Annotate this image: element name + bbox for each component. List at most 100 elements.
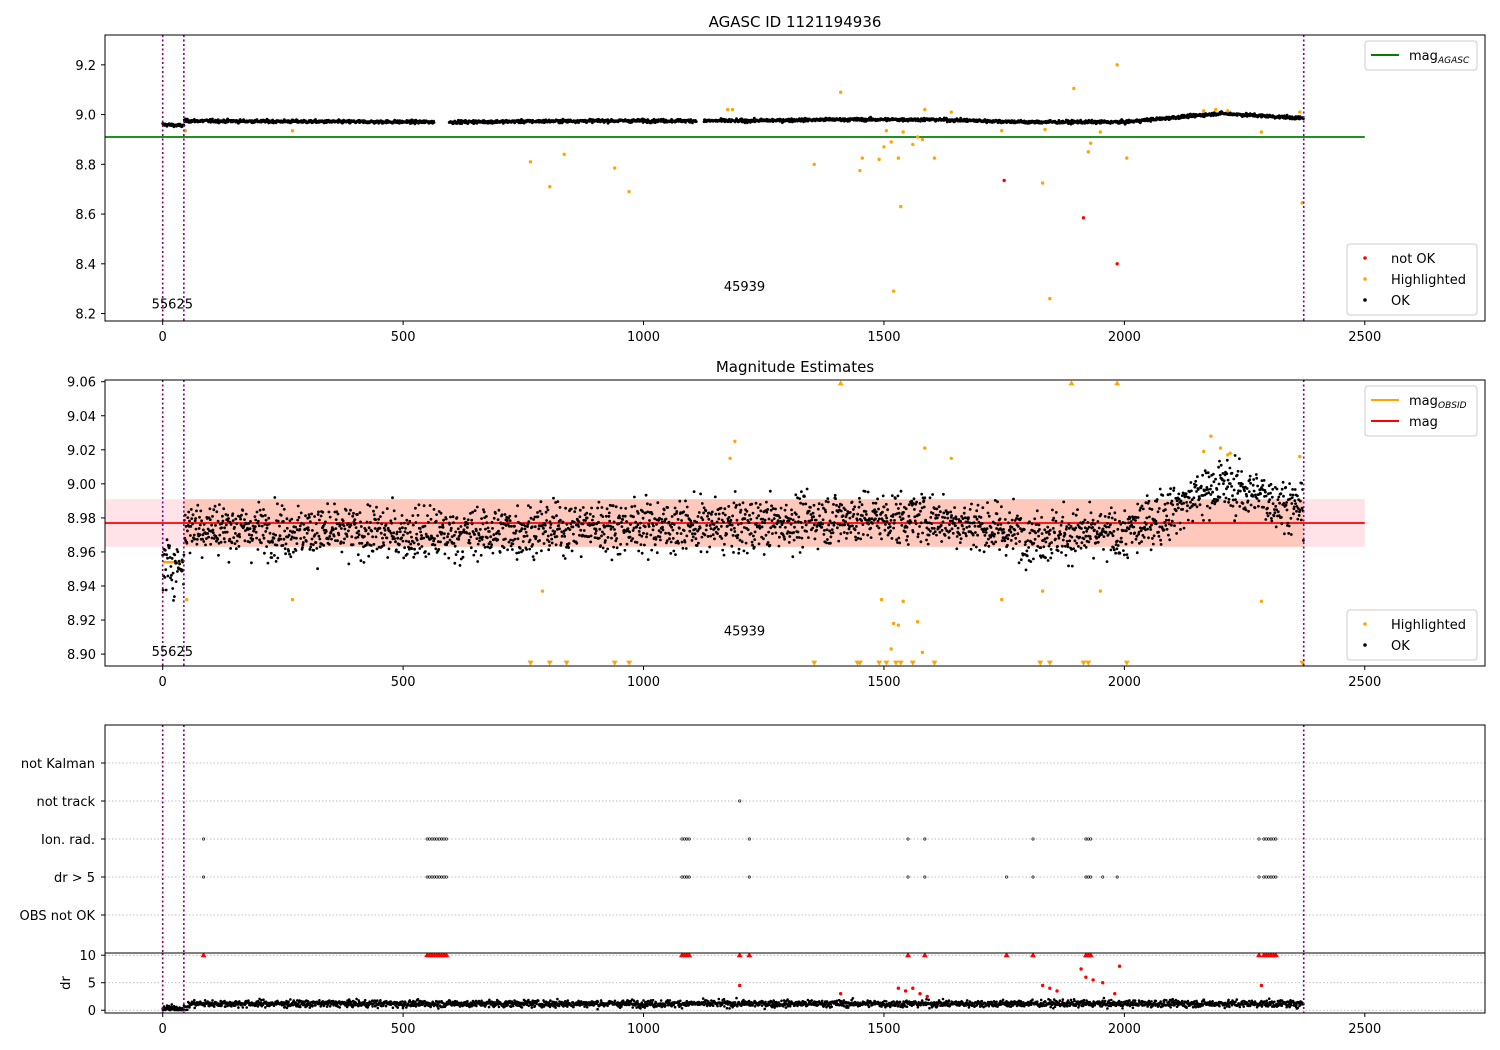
data-point xyxy=(473,509,477,512)
data-point xyxy=(223,526,227,530)
data-point xyxy=(307,513,311,516)
data-point xyxy=(328,535,332,538)
data-point xyxy=(1056,545,1059,548)
data-point xyxy=(757,514,760,518)
data-point xyxy=(1106,522,1109,525)
data-point xyxy=(477,533,481,537)
data-point xyxy=(906,543,910,546)
data-point xyxy=(876,519,880,523)
data-point xyxy=(782,519,786,523)
data-point xyxy=(668,532,672,536)
data-point xyxy=(517,551,521,554)
data-point xyxy=(790,513,794,516)
data-point xyxy=(752,116,756,120)
data-point xyxy=(262,536,266,540)
data-point xyxy=(744,541,748,545)
data-point xyxy=(946,516,950,520)
data-point xyxy=(601,515,605,518)
data-point xyxy=(972,543,976,547)
data-point xyxy=(1107,525,1111,529)
data-point xyxy=(733,526,736,530)
x-tick-label: 500 xyxy=(391,330,416,345)
data-point xyxy=(710,513,713,516)
data-point xyxy=(294,525,297,529)
data-point xyxy=(272,536,276,540)
data-point xyxy=(640,534,644,538)
data-point xyxy=(985,541,989,545)
data-point xyxy=(516,537,520,541)
x-tick-label: 1000 xyxy=(627,330,660,345)
data-point xyxy=(319,514,323,518)
data-point xyxy=(1087,525,1091,529)
data-point xyxy=(857,505,861,509)
data-point xyxy=(858,496,861,500)
data-point xyxy=(497,508,501,512)
data-point xyxy=(410,547,414,550)
data-point xyxy=(818,514,821,518)
data-point xyxy=(314,522,318,526)
data-point xyxy=(1076,508,1079,511)
data-point xyxy=(625,520,628,523)
data-point xyxy=(871,522,874,525)
data-point xyxy=(508,519,512,523)
data-point xyxy=(987,537,990,541)
data-point xyxy=(298,528,302,531)
data-point xyxy=(456,550,460,553)
data-point xyxy=(282,520,285,523)
data-point xyxy=(911,530,915,534)
data-point xyxy=(857,531,860,535)
data-point xyxy=(488,540,492,544)
data-point xyxy=(403,546,406,550)
data-point xyxy=(288,519,292,523)
data-point xyxy=(614,505,618,509)
data-point xyxy=(403,530,407,534)
data-point xyxy=(273,496,277,499)
data-point xyxy=(1066,545,1070,549)
data-point xyxy=(571,525,575,529)
data-point xyxy=(892,521,896,525)
data-point xyxy=(1131,515,1134,519)
data-point xyxy=(905,525,909,529)
data-point xyxy=(1072,86,1076,91)
data-point xyxy=(937,505,941,509)
data-point xyxy=(989,535,992,539)
data-point xyxy=(975,509,979,513)
data-point xyxy=(379,531,383,535)
data-point xyxy=(961,517,965,520)
data-point xyxy=(698,526,702,530)
data-point xyxy=(1035,509,1039,513)
data-point xyxy=(602,532,606,536)
data-point xyxy=(189,534,192,537)
data-point xyxy=(275,543,279,547)
data-point xyxy=(301,546,304,549)
data-point xyxy=(850,500,854,504)
data-point xyxy=(563,557,567,560)
data-point xyxy=(377,517,380,521)
data-point xyxy=(1028,520,1031,524)
data-point xyxy=(1149,548,1153,552)
data-point xyxy=(774,507,777,511)
data-point xyxy=(1144,528,1147,532)
data-point xyxy=(450,535,454,538)
data-point xyxy=(1032,541,1036,545)
data-point xyxy=(983,534,987,537)
data-point xyxy=(1078,535,1082,539)
data-point xyxy=(1058,530,1062,533)
x-tick-label: 2000 xyxy=(1108,330,1141,345)
data-point xyxy=(1214,107,1218,112)
data-point xyxy=(895,538,898,542)
data-point xyxy=(707,517,711,521)
data-point xyxy=(767,517,771,521)
data-point xyxy=(805,530,808,533)
data-point xyxy=(812,515,815,519)
data-point xyxy=(549,523,553,526)
x-tick-label: 1500 xyxy=(867,330,900,345)
data-point xyxy=(1064,527,1068,531)
data-point xyxy=(990,531,994,534)
data-point xyxy=(752,534,755,538)
data-point xyxy=(511,548,514,551)
data-point xyxy=(1114,543,1118,547)
data-point xyxy=(821,522,824,526)
data-point xyxy=(646,510,650,514)
data-point xyxy=(190,517,194,520)
